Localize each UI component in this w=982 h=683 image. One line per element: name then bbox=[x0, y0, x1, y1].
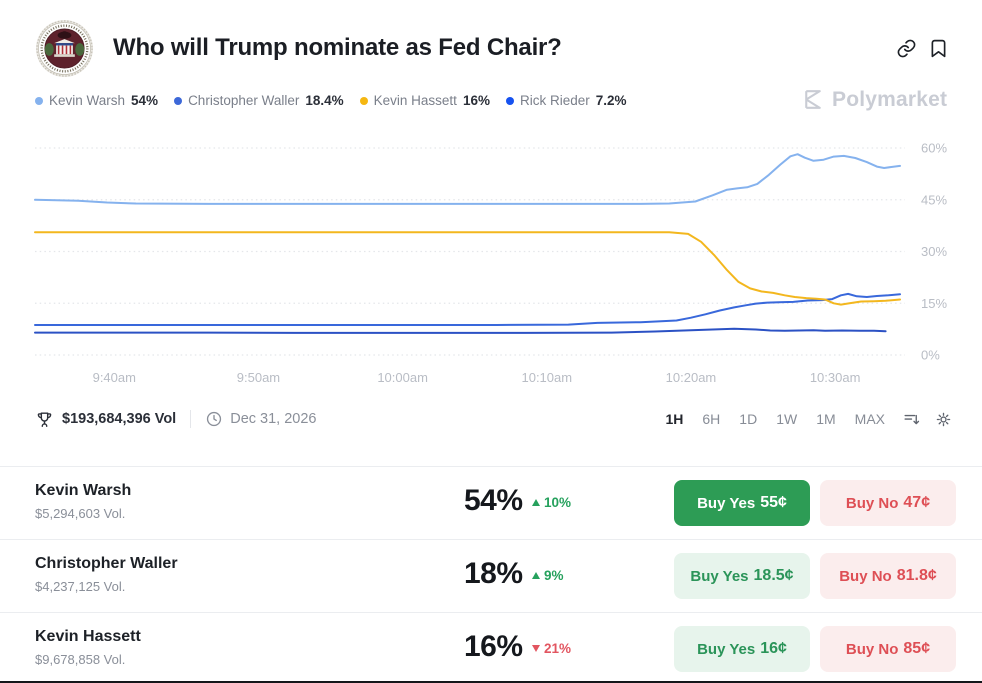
time-range-selector: 1H 6H 1D 1W 1M MAX bbox=[665, 411, 885, 427]
series-line-kevin-warsh bbox=[34, 153, 901, 205]
range-6h[interactable]: 6H bbox=[702, 411, 721, 427]
svg-text:10:30am: 10:30am bbox=[810, 370, 861, 385]
series-line-kevin-hassett bbox=[34, 231, 901, 306]
clock-icon bbox=[207, 411, 222, 427]
svg-text:45%: 45% bbox=[921, 192, 947, 207]
outcome-volume: $4,237,125 Vol. bbox=[35, 579, 126, 594]
legend-name: Kevin Hassett bbox=[373, 93, 457, 108]
range-1d[interactable]: 1D bbox=[739, 411, 758, 427]
legend-value: 18.4% bbox=[305, 93, 344, 108]
legend-dot bbox=[505, 96, 514, 105]
price-history-chart[interactable]: 60% 45% 30% 15% 0% 9:40am 9:50am 10:00am 10:10am… bbox=[0, 130, 982, 398]
svg-text:60%: 60% bbox=[921, 141, 947, 156]
legend-name: Christopher Waller bbox=[188, 93, 300, 108]
range-1m[interactable]: 1M bbox=[816, 411, 836, 427]
outcome-row-christopher-waller[interactable]: Christopher Waller $4,237,125 Vol. 18% 9… bbox=[0, 539, 982, 612]
polymarket-watermark-text: Polymarket bbox=[832, 87, 948, 111]
up-triangle-icon bbox=[532, 572, 540, 579]
legend-item-rick-rieder[interactable]: Rick Rieder 7.2% bbox=[505, 93, 627, 108]
svg-text:10:10am: 10:10am bbox=[521, 370, 572, 385]
up-triangle-icon bbox=[532, 499, 540, 506]
buy-yes-button[interactable]: Buy Yes 55¢ bbox=[674, 480, 810, 526]
outcome-row-kevin-warsh[interactable]: Kevin Warsh $5,294,603 Vol. 54% 10% Buy … bbox=[0, 466, 982, 539]
range-max[interactable]: MAX bbox=[854, 411, 885, 427]
total-volume: $193,684,396 Vol bbox=[62, 411, 177, 427]
legend-name: Rick Rieder bbox=[519, 93, 590, 108]
svg-text:10:00am: 10:00am bbox=[377, 370, 428, 385]
legend-dot bbox=[35, 96, 43, 105]
down-triangle-icon bbox=[532, 645, 540, 652]
buy-no-button[interactable]: Buy No 81.8¢ bbox=[820, 553, 956, 599]
outcome-change-up: 9% bbox=[532, 568, 564, 583]
series-line-rick-rieder bbox=[34, 327, 887, 334]
outcome-name: Kevin Hassett bbox=[35, 628, 141, 645]
buy-no-button[interactable]: Buy No 85¢ bbox=[820, 626, 956, 672]
legend-value: 16% bbox=[462, 93, 490, 108]
range-1h[interactable]: 1H bbox=[665, 411, 684, 427]
copy-link-icon[interactable] bbox=[896, 38, 917, 59]
outcome-chance: 54% bbox=[464, 484, 523, 517]
svg-text:10:20am: 10:20am bbox=[666, 370, 717, 385]
buy-yes-button[interactable]: Buy Yes 16¢ bbox=[674, 626, 810, 672]
outcome-name: Christopher Waller bbox=[35, 555, 178, 572]
svg-text:0%: 0% bbox=[921, 348, 940, 363]
range-1w[interactable]: 1W bbox=[776, 411, 798, 427]
settings-gear-icon[interactable] bbox=[934, 410, 953, 429]
legend-item-christopher-waller[interactable]: Christopher Waller 18.4% bbox=[174, 93, 344, 108]
outcome-name: Kevin Warsh bbox=[35, 482, 132, 499]
legend-name: Kevin Warsh bbox=[49, 93, 126, 108]
outcome-row-kevin-hassett[interactable]: Kevin Hassett $9,678,858 Vol. 16% 21% Bu… bbox=[0, 612, 982, 683]
outcome-chance: 16% bbox=[464, 630, 523, 663]
buy-no-button[interactable]: Buy No 47¢ bbox=[820, 480, 956, 526]
legend-value: 7.2% bbox=[595, 93, 627, 108]
sort-collapse-icon[interactable] bbox=[902, 410, 921, 429]
outcome-change-up: 10% bbox=[532, 495, 571, 510]
polymarket-logo-icon bbox=[805, 90, 821, 109]
polymarket-watermark: Polymarket bbox=[800, 87, 947, 112]
svg-text:30%: 30% bbox=[921, 244, 947, 259]
legend-item-kevin-warsh[interactable]: Kevin Warsh 54% bbox=[35, 93, 158, 108]
legend-dot bbox=[359, 96, 368, 105]
market-toolbar: $193,684,396 Vol Dec 31, 2026 1H 6H 1D 1… bbox=[35, 404, 953, 434]
buy-yes-button[interactable]: Buy Yes 18.5¢ bbox=[674, 553, 810, 599]
bottom-fold-edge bbox=[0, 681, 982, 683]
trophy-icon bbox=[37, 411, 52, 427]
svg-text:15%: 15% bbox=[921, 296, 947, 311]
outcome-chance: 18% bbox=[464, 557, 523, 590]
series-line-christopher-waller bbox=[34, 292, 901, 326]
page-title: Who will Trump nominate as Fed Chair? bbox=[113, 34, 562, 61]
svg-text:9:50am: 9:50am bbox=[237, 370, 280, 385]
outcome-volume: $9,678,858 Vol. bbox=[35, 652, 126, 667]
legend-dot bbox=[174, 96, 183, 105]
bookmark-icon[interactable] bbox=[928, 38, 949, 59]
svg-text:9:40am: 9:40am bbox=[93, 370, 136, 385]
outcomes-list: Kevin Warsh $5,294,603 Vol. 54% 10% Buy … bbox=[0, 466, 982, 683]
legend-value: 54% bbox=[131, 93, 159, 108]
legend-item-kevin-hassett[interactable]: Kevin Hassett 16% bbox=[359, 93, 490, 108]
toolbar-divider bbox=[190, 410, 192, 428]
end-date: Dec 31, 2026 bbox=[230, 411, 317, 427]
federal-reserve-seal-logo bbox=[35, 19, 94, 78]
outcome-volume: $5,294,603 Vol. bbox=[35, 506, 126, 521]
chart-legend: Kevin Warsh 54% Christopher Waller 18.4%… bbox=[35, 93, 627, 108]
outcome-change-down: 21% bbox=[532, 641, 571, 656]
